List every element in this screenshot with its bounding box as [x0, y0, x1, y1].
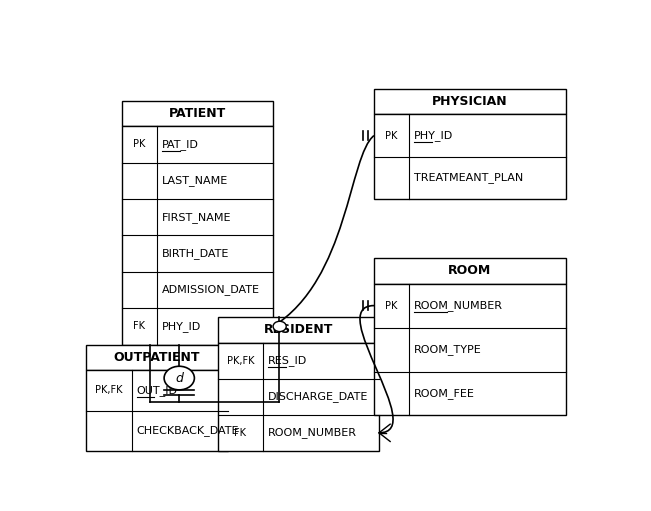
Text: PK: PK [133, 140, 146, 149]
Text: ROOM_NUMBER: ROOM_NUMBER [268, 427, 357, 438]
Text: RESIDENT: RESIDENT [264, 323, 333, 336]
Text: ROOM_TYPE: ROOM_TYPE [414, 344, 482, 355]
Bar [87, 344, 228, 370]
Bar [122, 126, 273, 344]
Text: PK: PK [385, 131, 398, 141]
Bar [374, 284, 566, 415]
Text: FK: FK [234, 428, 246, 438]
Text: RES_ID: RES_ID [268, 355, 307, 366]
Bar [122, 101, 273, 126]
Text: FIRST_NAME: FIRST_NAME [162, 212, 232, 223]
Text: PAT_ID: PAT_ID [162, 139, 199, 150]
Bar [217, 343, 379, 451]
Bar [374, 258, 566, 284]
Text: PK,FK: PK,FK [227, 356, 254, 366]
Text: ROOM_FEE: ROOM_FEE [414, 388, 475, 399]
Text: PK: PK [385, 300, 398, 311]
Text: BIRTH_DATE: BIRTH_DATE [162, 248, 229, 259]
Text: CHECKBACK_DATE: CHECKBACK_DATE [137, 425, 240, 436]
Text: PATIENT: PATIENT [169, 107, 226, 120]
Text: ADMISSION_DATE: ADMISSION_DATE [162, 285, 260, 295]
Circle shape [164, 366, 195, 390]
Text: DISCHARGE_DATE: DISCHARGE_DATE [268, 391, 368, 402]
Text: OUTPATIENT: OUTPATIENT [114, 351, 201, 364]
Text: PHY_ID: PHY_ID [162, 321, 201, 332]
Text: PHY_ID: PHY_ID [414, 130, 454, 141]
Text: ROOM: ROOM [449, 264, 492, 277]
Text: TREATMEANT_PLAN: TREATMEANT_PLAN [414, 172, 523, 183]
Text: PK,FK: PK,FK [96, 385, 123, 396]
Text: PHYSICIAN: PHYSICIAN [432, 95, 508, 108]
Text: OUT_ID: OUT_ID [137, 385, 178, 396]
Text: LAST_NAME: LAST_NAME [162, 175, 229, 187]
Bar [374, 114, 566, 199]
Bar [217, 317, 379, 343]
Bar [374, 89, 566, 114]
Text: d: d [175, 371, 183, 385]
Bar [87, 370, 228, 451]
Circle shape [273, 321, 286, 332]
Text: FK: FK [133, 321, 145, 332]
Text: ROOM_NUMBER: ROOM_NUMBER [414, 300, 503, 311]
